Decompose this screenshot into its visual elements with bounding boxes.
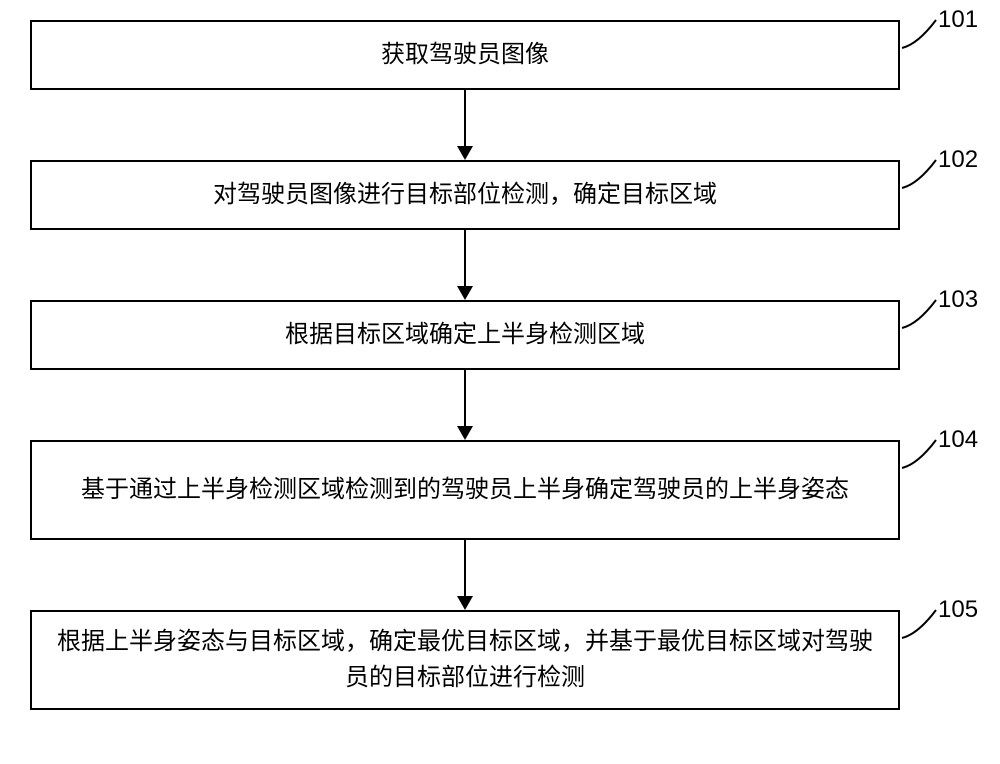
arrow-2 xyxy=(455,230,475,300)
step-text: 根据目标区域确定上半身检测区域 xyxy=(285,317,645,353)
step-text: 根据上半身姿态与目标区域，确定最优目标区域，并基于最优目标区域对驾驶员的目标部位… xyxy=(52,624,878,696)
step-text: 获取驾驶员图像 xyxy=(381,37,549,73)
arrow-1 xyxy=(455,90,475,160)
step-box-102: 对驾驶员图像进行目标部位检测，确定目标区域 xyxy=(30,160,900,230)
step-label-104: 104 xyxy=(938,426,978,454)
step-bracket-102 xyxy=(900,154,942,196)
arrow-4 xyxy=(455,540,475,610)
step-label-101: 101 xyxy=(938,6,978,34)
step-label-103: 103 xyxy=(938,286,978,314)
arrow-3 xyxy=(455,370,475,440)
step-box-105: 根据上半身姿态与目标区域，确定最优目标区域，并基于最优目标区域对驾驶员的目标部位… xyxy=(30,610,900,710)
step-bracket-105 xyxy=(900,604,942,646)
step-box-103: 根据目标区域确定上半身检测区域 xyxy=(30,300,900,370)
step-bracket-103 xyxy=(900,294,942,336)
step-label-102: 102 xyxy=(938,146,978,174)
step-box-101: 获取驾驶员图像 xyxy=(30,20,900,90)
step-bracket-101 xyxy=(900,14,942,56)
flowchart-canvas: 获取驾驶员图像 101 对驾驶员图像进行目标部位检测，确定目标区域 102 根据目标区域… xyxy=(0,0,1000,764)
step-box-104: 基于通过上半身检测区域检测到的驾驶员上半身确定驾驶员的上半身姿态 xyxy=(30,440,900,540)
step-label-105: 105 xyxy=(938,596,978,624)
step-text: 对驾驶员图像进行目标部位检测，确定目标区域 xyxy=(213,177,717,213)
step-bracket-104 xyxy=(900,434,942,476)
step-text: 基于通过上半身检测区域检测到的驾驶员上半身确定驾驶员的上半身姿态 xyxy=(81,472,849,508)
